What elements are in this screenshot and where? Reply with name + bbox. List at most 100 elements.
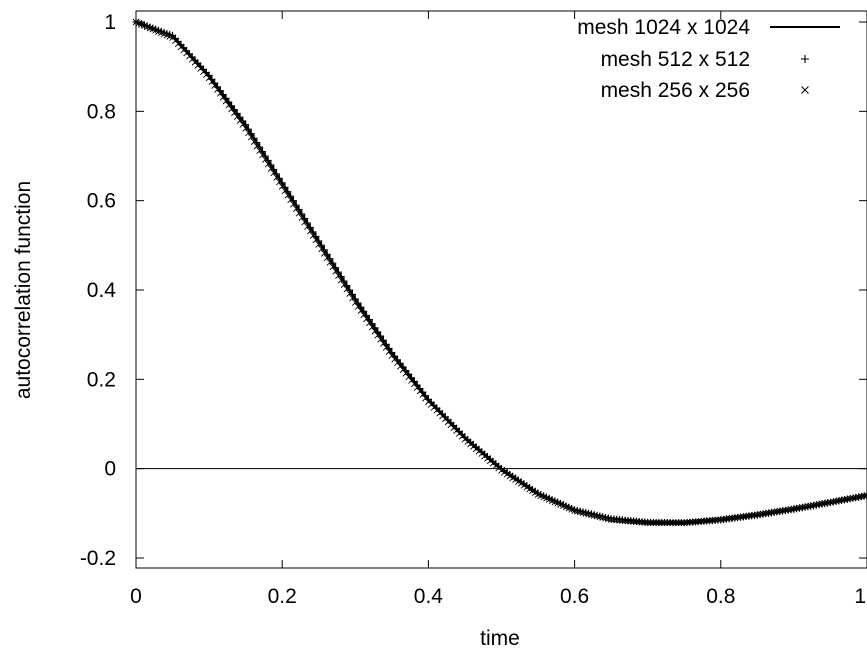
data-point-cross xyxy=(363,315,370,323)
data-point-cross xyxy=(661,519,668,527)
data-point-cross xyxy=(796,504,803,512)
data-point-cross xyxy=(250,138,258,146)
data-point-cross xyxy=(692,518,699,526)
data-point-cross xyxy=(723,515,730,523)
data-point-cross xyxy=(228,105,235,113)
data-point-cross xyxy=(787,505,795,513)
data-point-cross xyxy=(762,510,770,517)
data-point-cross xyxy=(321,250,328,257)
y-tick-label: 0.8 xyxy=(87,100,116,123)
data-point-cross xyxy=(784,506,792,514)
data-point-cross xyxy=(770,508,778,516)
data-point-cross xyxy=(737,513,744,521)
data-point-cross xyxy=(655,519,663,527)
y-tick-label: 0.4 xyxy=(87,279,117,302)
data-point-cross xyxy=(694,518,702,525)
data-point-cross xyxy=(739,513,747,520)
data-point-cross xyxy=(366,319,373,327)
data-point-cross xyxy=(236,117,244,124)
data-point-cross xyxy=(610,516,618,524)
data-point-cross xyxy=(332,267,339,275)
data-point-cross xyxy=(644,519,652,527)
data-point-cross xyxy=(734,514,741,521)
data-point-cross xyxy=(503,470,511,478)
data-point-cross xyxy=(408,377,415,384)
data-point-cross xyxy=(205,74,213,82)
data-point-cross xyxy=(242,124,249,132)
data-point-cross xyxy=(337,276,345,284)
x-tick-label: 0.2 xyxy=(268,585,297,608)
data-point-cross xyxy=(818,500,826,508)
y-tick-label: 0.2 xyxy=(87,368,116,391)
data-point-cross xyxy=(697,517,705,525)
data-point-cross xyxy=(742,512,750,520)
data-point-cross xyxy=(259,151,266,159)
data-point-cross xyxy=(315,241,323,248)
data-point-cross xyxy=(751,511,758,519)
data-point-cross xyxy=(641,519,649,526)
data-point-cross xyxy=(835,497,843,504)
data-point-cross xyxy=(301,218,309,226)
data-point-cross xyxy=(824,499,831,507)
data-point-cross xyxy=(678,519,685,527)
data-point-cross xyxy=(804,502,812,510)
data-point-cross xyxy=(711,516,719,524)
data-point-cross xyxy=(523,483,531,491)
data-point-cross xyxy=(624,517,632,525)
data-point-cross xyxy=(686,518,694,526)
data-point-cross xyxy=(273,174,280,181)
y-axis-ticks: -0.2 0 0.2 0.4 0.6 0.8 1 xyxy=(80,11,867,570)
data-point-cross xyxy=(844,495,851,503)
data-point-cross xyxy=(700,517,708,525)
data-point-cross xyxy=(782,506,789,514)
data-point-cross xyxy=(354,303,362,310)
data-point-cross xyxy=(613,516,621,524)
x-axis-label: time xyxy=(480,627,520,650)
data-point-cross xyxy=(239,121,247,128)
data-point-cross xyxy=(689,518,697,526)
data-point-cross xyxy=(231,109,238,117)
x-tick-label: 0.8 xyxy=(706,585,735,608)
data-point-cross xyxy=(630,518,637,525)
data-point-cross xyxy=(633,518,640,526)
data-point-cross xyxy=(512,476,519,484)
data-point-cross xyxy=(208,78,216,86)
legend-swatch-cross xyxy=(801,86,809,94)
data-point-cross xyxy=(664,519,671,527)
data-point-cross xyxy=(399,366,407,374)
data-point-cross xyxy=(827,498,834,506)
data-point-cross xyxy=(498,467,505,474)
data-point-cross xyxy=(349,294,356,302)
data-point-cross xyxy=(838,496,846,504)
data-point-cross xyxy=(779,507,786,514)
y-tick-label: -0.2 xyxy=(80,547,116,570)
data-point-cross xyxy=(658,519,666,527)
x-axis-ticks: 0 0.2 0.4 0.6 0.8 1 xyxy=(130,11,867,608)
data-point-cross xyxy=(382,344,390,351)
data-point-cross xyxy=(680,519,688,527)
y-tick-label: 0.6 xyxy=(87,190,116,213)
data-point-cross xyxy=(214,86,221,93)
data-point-cross xyxy=(855,493,862,501)
data-point-cross xyxy=(509,474,517,482)
legend-label: mesh 256 x 256 xyxy=(601,79,750,102)
data-point-cross xyxy=(714,516,722,524)
data-point-cross xyxy=(357,307,365,315)
data-point-cross xyxy=(717,516,725,523)
legend-label: mesh 512 x 512 xyxy=(601,48,750,71)
data-point-cross xyxy=(627,517,635,525)
data-point-cross xyxy=(756,510,764,518)
data-point-cross xyxy=(329,263,337,271)
data-point-cross xyxy=(391,355,398,363)
legend: mesh 1024 x 1024 mesh 512 x 512 mesh 256 x… xyxy=(577,16,840,102)
data-point-cross xyxy=(776,507,784,515)
data-point-cross xyxy=(813,501,820,509)
x-tick-label: 0 xyxy=(130,585,142,608)
data-point-cross xyxy=(287,196,294,204)
data-point-cross xyxy=(765,509,772,517)
y-axis-label: autocorrelation function xyxy=(12,181,35,399)
data-point-cross xyxy=(529,487,536,495)
data-point-cross xyxy=(419,391,427,398)
data-point-cross xyxy=(759,510,767,518)
